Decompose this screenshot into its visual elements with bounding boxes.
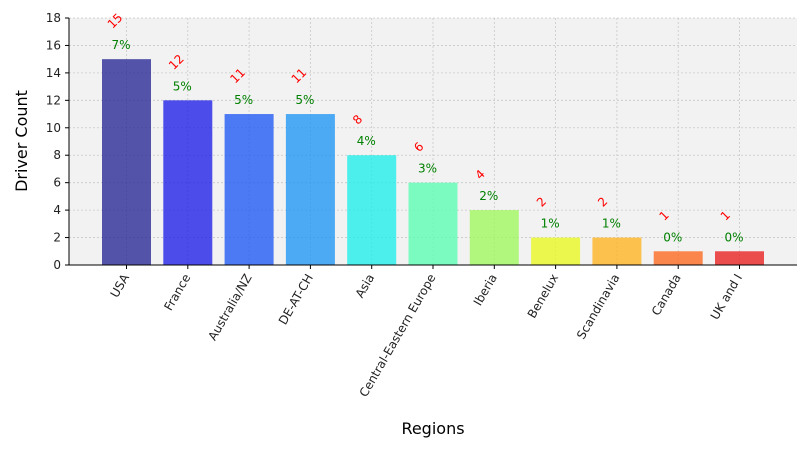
y-tick-label: 12 (46, 93, 61, 107)
y-axis-title: Driver Count (12, 90, 31, 192)
y-tick-label: 18 (46, 11, 61, 25)
percent-label: 5% (234, 93, 253, 107)
bar-scandinavia (592, 237, 642, 265)
x-tick-label: Australia/NZ (205, 272, 254, 343)
bar-usa (102, 59, 151, 265)
percent-label: 7% (112, 38, 131, 52)
bar-central-eastern-europe (408, 182, 458, 265)
x-tick-label: USA (108, 271, 133, 300)
y-tick-label: 2 (53, 231, 61, 245)
bars (102, 59, 764, 265)
x-tick-label: France (161, 272, 193, 314)
y-tick-label: 10 (46, 121, 61, 135)
bar-france (163, 100, 213, 265)
x-tick-label: Asia (353, 272, 378, 301)
percent-label: 0% (663, 230, 682, 244)
y-tick-label: 0 (53, 258, 61, 272)
bar-de-at-ch (285, 114, 335, 265)
bar-benelux (531, 237, 581, 265)
percent-label: 5% (173, 79, 192, 93)
percent-label: 3% (418, 162, 437, 176)
y-tick-label: 16 (46, 38, 61, 52)
x-tick-label: Canada (649, 272, 684, 319)
y-tick-label: 8 (53, 148, 61, 162)
bar-uk-and-i (715, 251, 764, 265)
bar-asia (347, 155, 397, 265)
percent-label: 0% (725, 230, 744, 244)
bar-iberia (469, 210, 519, 265)
x-tick-label: Scandinavia (574, 272, 623, 342)
percent-label: 1% (541, 217, 560, 231)
x-tick-label: Iberia (471, 272, 500, 309)
x-tick-label: Benelux (525, 272, 561, 321)
y-tick-label: 4 (53, 203, 61, 217)
percent-label: 2% (479, 189, 498, 203)
percent-label: 4% (357, 134, 376, 148)
percent-label: 1% (602, 217, 621, 231)
bar-australia-nz (224, 114, 274, 265)
x-axis-title: Regions (401, 419, 464, 438)
y-tick-label: 6 (53, 176, 61, 190)
bar-canada (653, 251, 703, 265)
x-tick-label: DE-AT-CH (276, 272, 316, 328)
x-tick-label: UK and I (708, 272, 745, 323)
percent-label: 5% (295, 93, 314, 107)
y-tick-label: 14 (46, 66, 61, 80)
